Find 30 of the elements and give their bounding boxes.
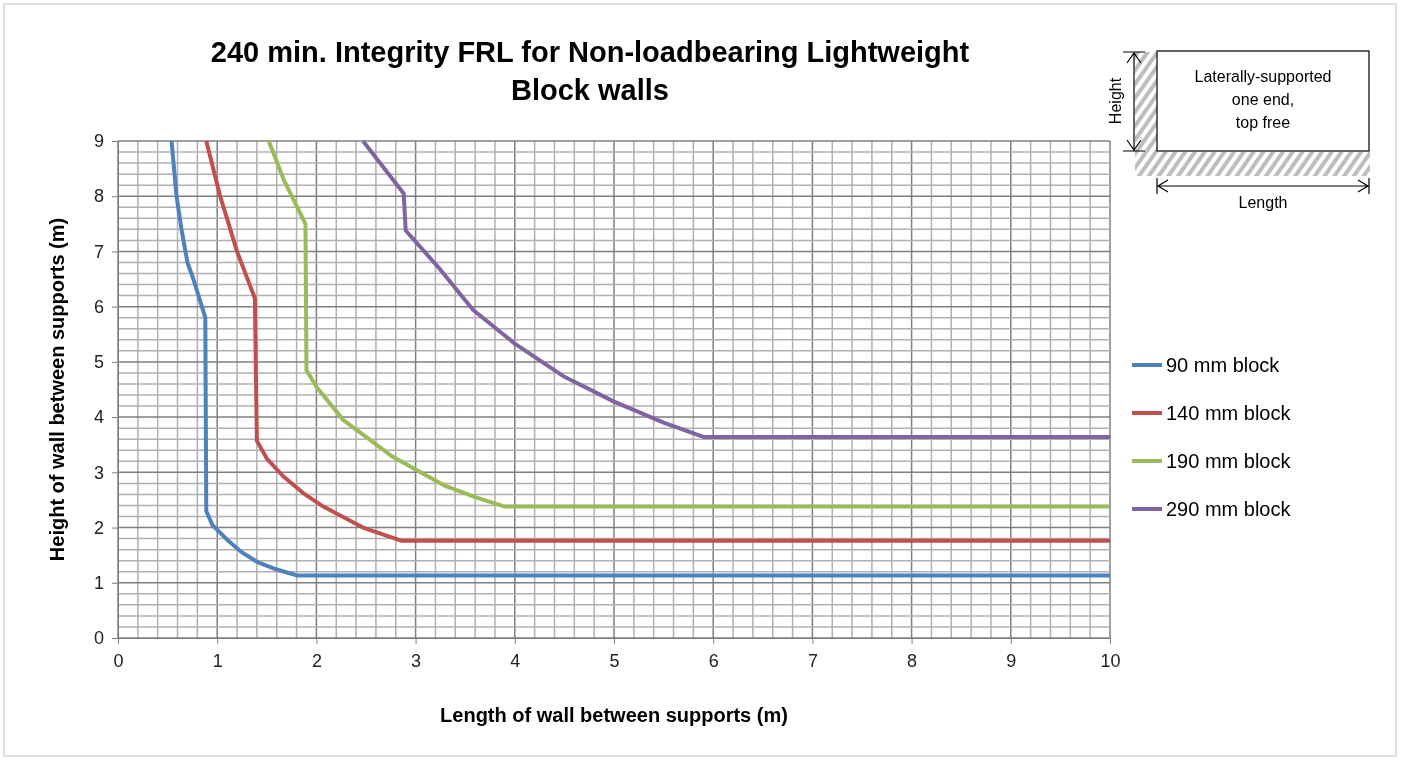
x-tick-label: 1 xyxy=(212,650,223,671)
chart-title: 240 min. Integrity FRL for Non-loadbearing Lightweight Block walls xyxy=(210,36,970,106)
legend-label: 190 mm block xyxy=(1166,450,1292,472)
x-tick-label: 8 xyxy=(907,650,918,671)
legend-label: 140 mm block xyxy=(1166,402,1292,424)
wall-diagram: Laterally-supported one end, top free Height Length xyxy=(1107,50,1370,211)
x-tick-label: 9 xyxy=(1006,650,1017,671)
y-tick-label: 8 xyxy=(93,186,104,207)
x-tick-label: 0 xyxy=(113,650,124,671)
y-tick-label: 3 xyxy=(93,462,104,483)
legend-label: 290 mm block xyxy=(1166,498,1292,520)
y-tick-label: 4 xyxy=(93,407,104,428)
x-tick-label: 2 xyxy=(311,650,322,671)
x-tick-label: 4 xyxy=(510,650,521,671)
y-tick-label: 7 xyxy=(93,241,104,262)
y-tick-label: 9 xyxy=(93,131,104,152)
y-tick-label: 1 xyxy=(93,573,104,594)
y-tick-label: 2 xyxy=(93,517,104,538)
x-tick-label: 7 xyxy=(807,650,818,671)
y-tick-label: 5 xyxy=(93,352,104,373)
y-tick-label: 0 xyxy=(93,628,104,649)
y-tick-label: 6 xyxy=(93,296,104,317)
x-tick-label: 5 xyxy=(609,650,620,671)
x-tick-label: 3 xyxy=(411,650,422,671)
x-tick-label: 6 xyxy=(708,650,719,671)
x-tick-label: 10 xyxy=(1100,650,1121,671)
line-series xyxy=(361,139,1112,439)
x-axis-title: Length of wall between supports (m) xyxy=(440,704,788,726)
legend-label: 90 mm block xyxy=(1166,354,1281,376)
y-axis-title: Height of wall between supports (m) xyxy=(46,217,68,562)
